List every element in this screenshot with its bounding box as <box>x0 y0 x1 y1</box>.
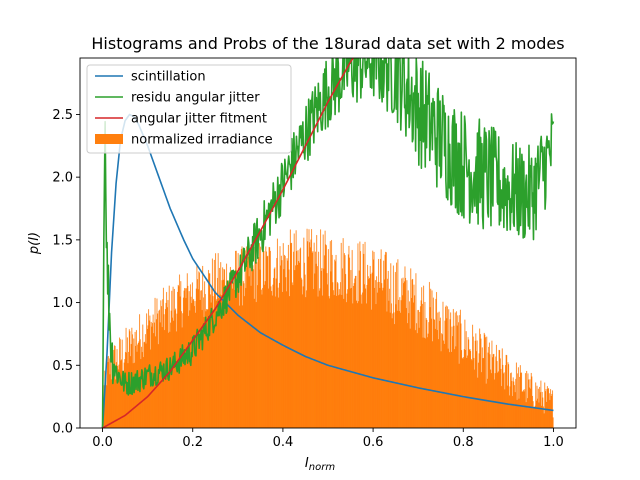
y-tick-label: 0.0 <box>52 422 73 437</box>
x-tick-label: 0.2 <box>182 435 203 450</box>
x-tick-label: 0.4 <box>273 435 294 450</box>
legend-label-residu-angular-jitter: residu angular jitter <box>131 91 260 106</box>
line-angular-jitter-fitment <box>102 58 355 428</box>
legend-swatch-normalized-irradiance <box>95 134 123 144</box>
y-tick-label: 2.0 <box>52 171 73 186</box>
plot-frame <box>79 57 577 429</box>
x-tick-label: 0.6 <box>363 435 384 450</box>
y-axis-label: p(I) <box>27 232 42 255</box>
x-tick-label: 0.8 <box>453 435 474 450</box>
y-tick-label: 1.5 <box>52 233 73 248</box>
y-tick-label: 2.5 <box>52 108 73 123</box>
legend-label-angular-jitter-fitment: angular jitter fitment <box>131 112 267 127</box>
x-tick-label: 1.0 <box>543 435 564 450</box>
line-series-layer <box>101 58 555 428</box>
y-tick-label: 1.0 <box>52 296 73 311</box>
legend-label-scintillation: scintillation <box>131 70 206 85</box>
y-axis: 0.0 0.5 1.0 1.5 2.0 2.5 <box>52 108 80 437</box>
legend-box <box>86 64 292 154</box>
x-axis: 0.0 0.2 0.4 0.6 0.8 1.0 <box>92 428 564 450</box>
legend: scintillation residu angular jitter angula… <box>86 64 292 154</box>
line-residu-angular-jitter <box>101 58 555 428</box>
chart-title: Histograms and Probs of the 18urad data … <box>91 34 564 53</box>
x-axis-label: Inorm <box>305 456 335 473</box>
line-scintillation <box>101 113 554 428</box>
x-axis-label-subscript: norm <box>309 462 336 473</box>
y-tick-label: 0.5 <box>52 359 73 374</box>
x-tick-label: 0.0 <box>92 435 113 450</box>
legend-label-normalized-irradiance: normalized irradiance <box>131 133 273 148</box>
